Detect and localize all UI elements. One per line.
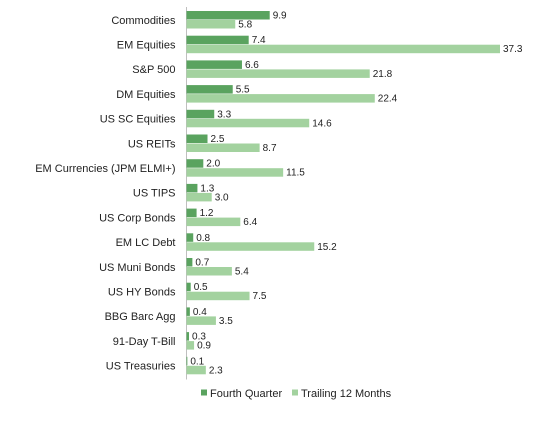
- trailing-12-months-bar: [186, 192, 212, 202]
- category-label: EM Equities: [117, 39, 176, 51]
- legend-swatch-trailing-12-months: [292, 389, 298, 396]
- row-us-sc-equities: US SC Equities 3.3 14.6: [100, 109, 332, 129]
- category-label: DM Equities: [116, 89, 176, 101]
- legend-swatch-fourth-quarter: [201, 389, 207, 396]
- category-label: US HY Bonds: [108, 286, 176, 298]
- fourth-quarter-bar: [186, 356, 188, 366]
- fourth-quarter-value-label: 0.1: [190, 356, 204, 367]
- trailing-12-months-bar: [186, 267, 232, 276]
- trailing-12-months-value-label: 22.4: [378, 94, 398, 105]
- category-label: BBG Barc Agg: [105, 311, 176, 323]
- trailing-12-months-bar: [186, 143, 260, 152]
- fourth-quarter-bar: [186, 208, 197, 218]
- fourth-quarter-bar: [186, 159, 204, 168]
- row-em-currencies-jpm-elmi: EM Currencies (JPM ELMI+) 2.0 11.5: [35, 159, 305, 179]
- trailing-12-months-bar: [186, 365, 206, 375]
- fourth-quarter-value-label: 0.3: [192, 332, 206, 343]
- category-label: US Treasuries: [106, 361, 176, 373]
- category-label: S&P 500: [132, 64, 175, 76]
- fourth-quarter-value-label: 6.6: [245, 60, 259, 71]
- fourth-quarter-value-label: 0.4: [193, 307, 207, 318]
- fourth-quarter-bar: [186, 11, 270, 20]
- fourth-quarter-bar: [186, 332, 190, 341]
- row-us-muni-bonds: US Muni Bonds 0.7 5.4: [99, 258, 249, 278]
- trailing-12-months-value-label: 6.4: [243, 217, 257, 228]
- trailing-12-months-value-label: 8.7: [263, 143, 277, 154]
- fourth-quarter-value-label: 7.4: [252, 35, 266, 46]
- row-91-day-t-bill: 91-Day T-Bill 0.30.9: [113, 332, 212, 352]
- fourth-quarter-bar: [186, 35, 249, 45]
- trailing-12-months-value-label: 7.5: [253, 291, 267, 302]
- trailing-12-months-bar: [186, 118, 310, 128]
- fourth-quarter-value-label: 0.5: [194, 282, 208, 293]
- fourth-quarter-bar: [186, 307, 190, 316]
- trailing-12-months-value-label: 2.3: [209, 365, 223, 376]
- trailing-12-months-value-label: 0.9: [197, 341, 211, 352]
- trailing-12-months-bar: [186, 316, 216, 325]
- fourth-quarter-value-label: 9.9: [273, 11, 287, 22]
- fourth-quarter-value-label: 2.5: [211, 134, 225, 145]
- category-label: US Corp Bonds: [99, 212, 176, 224]
- trailing-12-months-value-label: 37.3: [503, 44, 523, 55]
- legend-label-trailing-12-months: Trailing 12 Months: [301, 388, 392, 400]
- row-em-equities: EM Equities 7.4 37.3: [117, 35, 523, 55]
- trailing-12-months-bar: [186, 44, 500, 54]
- trailing-12-months-value-label: 14.6: [312, 118, 332, 129]
- category-label: 91-Day T-Bill: [113, 336, 176, 348]
- trailing-12-months-bar: [186, 94, 375, 103]
- trailing-12-months-bar: [186, 168, 284, 177]
- fourth-quarter-bar: [186, 183, 198, 193]
- trailing-12-months-value-label: 15.2: [317, 242, 337, 253]
- fourth-quarter-bar: [186, 233, 194, 242]
- row-us-tips: US TIPS 1.33.0: [133, 183, 229, 203]
- fourth-quarter-bar: [186, 109, 215, 119]
- trailing-12-months-value-label: 5.4: [235, 267, 249, 278]
- fourth-quarter-bar: [186, 60, 242, 69]
- row-us-hy-bonds: US HY Bonds 0.5 7.5: [108, 282, 267, 302]
- fourth-quarter-value-label: 1.3: [200, 183, 214, 194]
- trailing-12-months-bar: [186, 242, 315, 251]
- fourth-quarter-bar: [186, 258, 193, 267]
- category-label: US Muni Bonds: [99, 262, 176, 274]
- chart-rows: Commodities 9.9 5.8 EM Equities 7.4 37.3 S&P 5…: [35, 11, 523, 377]
- fourth-quarter-value-label: 2.0: [206, 159, 220, 170]
- row-us-reits: US REITs 2.5 8.7: [128, 134, 277, 154]
- row-us-treasuries: US Treasuries 0.1 2.3: [106, 356, 223, 376]
- row-s-p-500: S&P 500 6.6 21.8: [132, 60, 392, 80]
- trailing-12-months-bar: [186, 291, 250, 301]
- fourth-quarter-value-label: 3.3: [217, 109, 231, 120]
- category-label: Commodities: [111, 15, 176, 27]
- category-label: EM LC Debt: [116, 237, 176, 249]
- trailing-12-months-value-label: 11.5: [286, 168, 305, 179]
- fourth-quarter-bar: [186, 85, 233, 94]
- row-em-lc-debt: EM LC Debt 0.8 15.2: [116, 233, 338, 253]
- trailing-12-months-bar: [186, 341, 195, 350]
- category-label: US SC Equities: [100, 114, 176, 126]
- category-label: EM Currencies (JPM ELMI+): [35, 163, 175, 175]
- fourth-quarter-value-label: 0.7: [195, 258, 209, 269]
- fourth-quarter-value-label: 1.2: [200, 208, 214, 219]
- row-us-corp-bonds: US Corp Bonds 1.2 6.4: [99, 208, 258, 228]
- fourth-quarter-bar: [186, 282, 191, 292]
- trailing-12-months-value-label: 3.5: [219, 316, 233, 327]
- row-commodities: Commodities 9.9 5.8: [111, 11, 287, 31]
- fourth-quarter-value-label: 0.8: [196, 233, 210, 244]
- row-bbg-barc-agg: BBG Barc Agg 0.4 3.5: [105, 307, 234, 327]
- category-label: US TIPS: [133, 188, 176, 200]
- fourth-quarter-bar: [186, 134, 208, 143]
- chart-legend: Fourth Quarter Trailing 12 Months: [201, 388, 392, 400]
- trailing-12-months-bar: [186, 69, 370, 78]
- trailing-12-months-bar: [186, 217, 241, 227]
- fourth-quarter-value-label: 5.5: [236, 85, 250, 96]
- row-dm-equities: DM Equities 5.5 22.4: [116, 85, 397, 105]
- trailing-12-months-value-label: 5.8: [238, 20, 252, 31]
- legend-label-fourth-quarter: Fourth Quarter: [210, 388, 282, 400]
- trailing-12-months-value-label: 21.8: [373, 69, 393, 80]
- category-label: US REITs: [128, 138, 176, 150]
- trailing-12-months-value-label: 3.0: [215, 192, 229, 203]
- trailing-12-months-bar: [186, 20, 236, 29]
